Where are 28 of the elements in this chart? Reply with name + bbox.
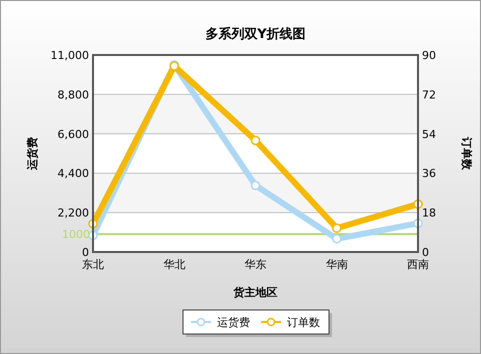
x-tick-label: 华北 <box>163 258 186 271</box>
x-axis-title: 货主地区 <box>232 286 278 299</box>
y2-axis-title: 订单数 <box>460 136 473 171</box>
ref-line-label: 1000 <box>62 228 90 242</box>
x-tick-label: 西南 <box>407 258 429 271</box>
legend-label: 订单数 <box>287 316 320 329</box>
y2-tick-label: 72 <box>422 88 436 102</box>
y-tick-label: 6,600 <box>58 128 89 141</box>
y-tick-label: 11,000 <box>50 49 89 62</box>
y-tick-label: 8,800 <box>58 88 89 102</box>
point <box>250 180 260 190</box>
x-tick-label: 华东 <box>244 258 266 271</box>
point <box>250 136 260 146</box>
point <box>332 223 342 233</box>
y2-tick-label: 54 <box>422 128 436 141</box>
y2-tick-label: 36 <box>422 167 436 180</box>
x-tick-label: 华南 <box>326 258 348 271</box>
y-tick-label: 0 <box>82 246 89 259</box>
y-tick-label: 2,200 <box>58 206 89 220</box>
y-tick-label: 4,400 <box>58 167 89 180</box>
y-axis-title: 运货费 <box>26 137 39 171</box>
y2-tick-label: 18 <box>422 206 436 220</box>
legend-label: 运货费 <box>217 316 250 329</box>
point <box>332 234 342 244</box>
y2-tick-label: 0 <box>422 246 429 259</box>
y2-tick-label: 90 <box>422 49 436 62</box>
chart-title: 多系列双Y折线图 <box>205 26 306 42</box>
x-tick-label: 东北 <box>82 258 104 271</box>
